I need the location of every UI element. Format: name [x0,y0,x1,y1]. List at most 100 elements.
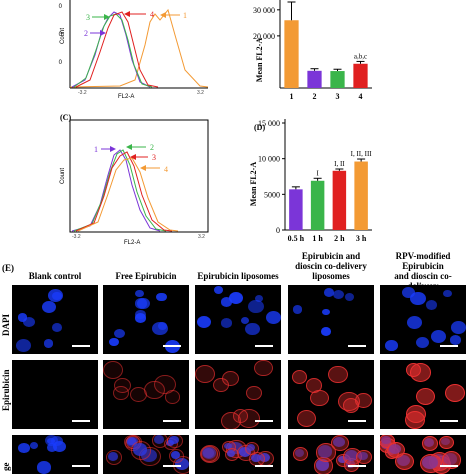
bar-chart-b-category-label: 1 [290,92,294,101]
bar-chart-d-bar [289,189,303,230]
bar-chart-d-category-label: 1 h [312,234,323,243]
bar-chart-b-ytick-label: 30 000 [253,6,275,15]
nucleus-blob [51,323,62,332]
histogram-panel-a: 0 0 0 Count FL2-A -3.2 3.2 3 2 4 1 [59,0,209,100]
svg-text:3.2: 3.2 [197,90,204,96]
micrograph-cell [103,435,189,474]
histogram-c-curve-2 [73,149,167,232]
nucleus-blob [52,440,66,452]
scale-bar [440,465,458,467]
row-header: DAPI [1,313,11,336]
bar-chart-d-category-label: 2 h [334,234,345,243]
epirubicin-signal [103,361,123,380]
micrograph-cell [103,360,189,429]
micrograph-cell [288,360,374,429]
histogram-a-curve-4 [75,11,159,88]
column-header-line: Epirubicin liposomes [197,271,279,281]
svg-text:-3.2: -3.2 [72,234,81,240]
svg-text:0: 0 [59,60,63,66]
nucleus-blob [320,327,332,337]
bar-chart-d-category-label: 3 h [356,234,367,243]
epirubicin-signal [421,436,438,451]
scale-bar [348,345,366,347]
micrograph-cell [195,435,281,474]
epirubicin-signal [441,450,462,469]
nucleus-blob [451,321,466,334]
scale-bar [440,420,458,422]
bar-chart-b-bar [307,70,322,88]
scale-bar [163,465,181,467]
histogram-a-curve-3 [73,13,153,88]
nucleus-blob [426,300,437,310]
nucleus-blob [214,286,224,295]
column-header-line: dioscin co-delivery [295,261,367,271]
scale-bar [348,420,366,422]
micrograph-cell [195,360,281,429]
bar-chart-d-ytick-label: 10 000 [258,155,280,164]
bar-chart-b-annotation: a,b,c [354,52,367,60]
svg-text:0: 0 [59,4,63,10]
panel-label-e: (E) [2,263,14,273]
nucleus-blob [220,297,232,307]
nucleus-blob [220,318,233,329]
bar-chart-d-bar [310,180,325,230]
bar-chart-d-ylabel: Mean FL2-A [249,162,258,206]
histogram-a-label-2: 2 [84,29,88,38]
epirubicin-signal [292,447,309,462]
epirubicin-signal [356,449,373,465]
panel-label-c: (C) [60,113,71,122]
epirubicin-signal [151,435,168,448]
epirubicin-signal [213,377,229,393]
epirubicin-signal [220,411,241,429]
epirubicin-signal [444,383,466,403]
nucleus-blob [415,336,430,349]
histogram-c-label-1: 1 [94,145,98,154]
nucleus-blob [228,292,244,305]
nucleus-blob [41,301,56,314]
scale-bar [163,345,181,347]
epirubicin-signal [200,445,221,464]
nucleus-blob [156,292,167,302]
bar-chart-b-bar [330,71,345,88]
nucleus-blob [254,294,264,302]
bar-chart-b-category-label: 2 [313,92,317,101]
bar-chart-d-bar [332,170,347,230]
epirubicin-signal [238,408,260,428]
column-header: Blank control [12,271,98,281]
nucleus-blob [136,298,150,310]
epirubicin-signal [224,447,240,461]
column-header-line: liposomes [312,271,350,281]
histogram-c-ylabel: Count [60,168,66,184]
nucleus-blob [292,305,303,314]
scale-bar [440,345,458,347]
nucleus-blob [18,443,30,453]
epirubicin-signal [254,360,273,377]
nucleus-blob [43,339,54,348]
nucleus-blob [344,292,355,301]
nucleus-blob [407,315,423,329]
top-figure-panels: 0 0 0 Count FL2-A -3.2 3.2 3 2 4 1 (C) C… [59,0,372,246]
epirubicin-signal [245,441,260,455]
bar-chart-panel-d: (D) Mean FL2-A 0 5000 10 000 15 000 0.5 h 1 h… [249,119,372,243]
svg-text:-3.2: -3.2 [78,90,87,96]
epirubicin-signal [409,362,431,382]
bar-chart-b-category-label: 4 [359,92,363,101]
microscopy-panel-e: (E) Blank control Free Epirubicin Epirubic… [0,251,474,474]
scale-bar [72,420,90,422]
epirubicin-signal [245,386,262,401]
histogram-c-xlabel: FL2-A [124,240,140,246]
nucleus-blob [449,335,461,346]
nucleus-blob [152,321,168,336]
epirubicin-signal [129,387,147,403]
epirubicin-signal [144,380,165,399]
column-header-line: RPV-modified Epirubicin [395,251,451,271]
nucleus-blob [266,311,281,324]
epirubicin-signal [195,365,216,383]
nucleus-blob [135,290,144,298]
nucleus-blob [443,289,452,297]
scale-bar [255,465,273,467]
nucleus-blob [410,291,426,305]
nucleus-blob [23,316,36,328]
nucleus-blob [322,308,331,316]
bar-chart-d-ytick-label: 5000 [264,190,280,199]
